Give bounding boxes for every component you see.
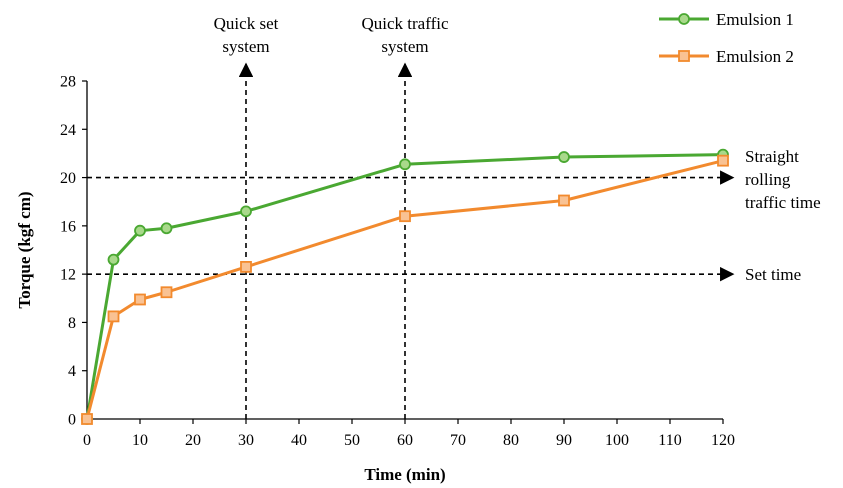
x-tick-label-90: 90 xyxy=(556,432,572,449)
legend-label-2: Emulsion 2 xyxy=(716,47,794,66)
y-tick-label-20: 20 xyxy=(60,170,76,187)
point-2-7 xyxy=(717,154,729,167)
point-2-0 xyxy=(81,413,93,425)
x-tick-label-50: 50 xyxy=(344,432,360,449)
y-tick-label-8: 8 xyxy=(68,315,76,332)
x-tick-label-40: 40 xyxy=(291,432,307,449)
ref-label-line: Quick set xyxy=(214,14,279,33)
reference-lines: Quick set system Quick traffic system Straig… xyxy=(87,14,821,419)
legend-label-1: Emulsion 1 xyxy=(716,10,794,29)
point-1-2 xyxy=(134,224,146,237)
ref-label-horizontal-12: Set time xyxy=(745,265,801,284)
point-1-3 xyxy=(160,222,173,235)
x-tick-label-100: 100 xyxy=(605,432,629,449)
ref-label-line: system xyxy=(222,37,269,56)
point-1-5 xyxy=(399,158,411,171)
point-2-6 xyxy=(558,194,570,207)
y-tick-label-0: 0 xyxy=(68,412,76,429)
x-tick-label-0: 0 xyxy=(83,432,91,449)
y-tick-label-12: 12 xyxy=(60,267,76,284)
ref-label-line: system xyxy=(381,37,428,56)
x-axis-title: Time (min) xyxy=(364,465,445,484)
point-2-3 xyxy=(160,286,173,299)
y-tick-label-16: 16 xyxy=(60,218,76,235)
x-tick-label-60: 60 xyxy=(397,432,413,449)
legend-item-1: Emulsion 1 xyxy=(659,10,794,29)
x-tick-label-110: 110 xyxy=(658,432,681,449)
y-tick-label-28: 28 xyxy=(60,74,76,91)
point-2-1 xyxy=(107,310,120,323)
y-tick-label-24: 24 xyxy=(60,122,76,139)
axes: 0 10 20 30 40 50 60 70 80 90 100 110 120 0 4 8 12 16 20 24 2… xyxy=(60,74,735,450)
x-tick-label-10: 10 xyxy=(132,432,148,449)
legend: Emulsion 1 Emulsion 2 xyxy=(659,10,794,66)
series-line-1 xyxy=(85,153,724,420)
point-2-2 xyxy=(134,293,146,306)
point-1-4 xyxy=(240,205,252,218)
ref-label-vertical-30: Quick set system xyxy=(214,14,279,56)
ref-label-horizontal-20: Straight rolling traffic time xyxy=(745,147,821,212)
x-tick-label-30: 30 xyxy=(238,432,254,449)
series xyxy=(81,148,729,425)
point-legend-2 xyxy=(678,50,690,62)
legend-item-2: Emulsion 2 xyxy=(659,47,794,66)
point-legend-1 xyxy=(678,13,690,25)
point-1-6 xyxy=(558,151,570,163)
series-2 xyxy=(81,154,729,425)
y-axis-title: Torque (kgf cm) xyxy=(15,191,34,308)
x-tick-label-20: 20 xyxy=(185,432,201,449)
x-tick-label-120: 120 xyxy=(711,432,735,449)
point-2-5 xyxy=(399,210,411,223)
ref-label-line: Straight xyxy=(745,147,799,166)
x-tick-label-70: 70 xyxy=(450,432,466,449)
point-2-4 xyxy=(240,260,252,273)
y-tick-label-4: 4 xyxy=(68,363,76,380)
x-tick-label-80: 80 xyxy=(503,432,519,449)
point-1-1 xyxy=(107,253,120,266)
ref-label-line: Quick traffic xyxy=(361,14,448,33)
ref-label-line: traffic time xyxy=(745,193,821,212)
ref-label-line: Set time xyxy=(745,265,801,284)
ref-label-vertical-60: Quick traffic system xyxy=(361,14,448,56)
ref-label-line: rolling xyxy=(745,170,791,189)
